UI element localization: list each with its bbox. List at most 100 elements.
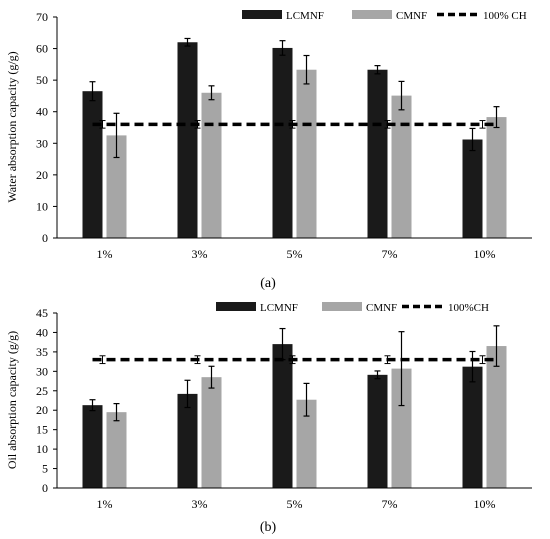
legend-swatch-lcmnf xyxy=(242,10,282,19)
bar-cmnf-10pct xyxy=(486,117,507,238)
error-bar xyxy=(493,106,500,129)
bar-cmnf-5pct xyxy=(296,69,317,238)
y-tick-label: 10 xyxy=(36,199,48,213)
y-tick-label: 60 xyxy=(36,42,48,56)
legend-label-reference: 100%CH xyxy=(448,302,489,314)
legend-swatch-cmnf xyxy=(352,10,392,19)
error-bar xyxy=(184,379,191,409)
reference-error-bar xyxy=(99,355,106,365)
bar-lcmnf-5pct xyxy=(272,344,293,488)
bar-cmnf-7pct xyxy=(391,368,412,488)
bar-lcmnf-3pct xyxy=(177,393,198,488)
caption-a: (a) xyxy=(260,276,276,291)
reference-line-group xyxy=(92,355,497,365)
x-tick-labels: 1% 3% 5% 7% 10% xyxy=(97,247,496,261)
x-tick-label: 7% xyxy=(382,497,398,511)
y-tick-label: 70 xyxy=(36,10,48,24)
bar-cmnf-10pct xyxy=(486,346,507,488)
chart-water-absorption: Water absorption capacity (g/g) 0 10 20 30 4… xyxy=(5,10,532,291)
error-bar xyxy=(374,370,381,380)
legend-label-reference: 100% CH xyxy=(483,10,527,22)
legend-label-cmnf: CMNF xyxy=(396,10,427,22)
bar-lcmnf-1pct xyxy=(82,405,103,488)
reference-error-bar xyxy=(194,355,201,365)
error-bar xyxy=(469,127,476,152)
error-bar xyxy=(303,54,310,85)
y-tick-labels: 0 10 20 30 40 50 60 70 xyxy=(36,10,57,245)
y-tick-label: 20 xyxy=(36,403,48,417)
bar-cmnf-3pct xyxy=(201,92,222,239)
y-tick-label: 10 xyxy=(36,442,48,456)
error-bar xyxy=(113,403,120,422)
error-bar xyxy=(469,350,476,383)
y-tick-label: 50 xyxy=(36,73,48,87)
y-tick-label: 45 xyxy=(36,306,48,320)
y-tick-label: 35 xyxy=(36,345,48,359)
bar-lcmnf-7pct xyxy=(367,69,388,238)
error-bar xyxy=(208,365,215,389)
bar-lcmnf-7pct xyxy=(367,374,388,488)
reference-error-bar xyxy=(289,355,296,365)
error-bar xyxy=(89,399,96,412)
bar-group xyxy=(82,344,507,488)
reference-error-bar xyxy=(384,120,391,129)
bar-cmnf-7pct xyxy=(391,95,412,238)
legend-label-lcmnf: LCMNF xyxy=(260,302,298,314)
bar-lcmnf-1pct xyxy=(82,91,103,238)
caption-b: (b) xyxy=(260,520,277,535)
error-bar xyxy=(303,382,310,417)
reference-error-bar xyxy=(384,355,391,365)
reference-error-bar xyxy=(479,355,486,365)
reference-error-bar xyxy=(194,120,201,129)
reference-line-group xyxy=(92,120,497,129)
error-bar-group xyxy=(89,325,500,422)
error-bar xyxy=(113,112,120,159)
error-bar xyxy=(398,331,405,407)
error-bar xyxy=(279,40,286,56)
y-tick-label: 25 xyxy=(36,384,48,398)
x-tick-label: 10% xyxy=(474,247,496,261)
bar-lcmnf-10pct xyxy=(462,366,483,488)
bar-cmnf-3pct xyxy=(201,377,222,488)
x-tick-label: 7% xyxy=(382,247,398,261)
x-tick-label: 5% xyxy=(287,497,303,511)
x-tick-label: 10% xyxy=(474,497,496,511)
error-bar xyxy=(493,325,500,367)
x-tick-label: 5% xyxy=(287,247,303,261)
bar-lcmnf-3pct xyxy=(177,42,198,238)
x-tick-label: 1% xyxy=(97,497,113,511)
legend: LCMNF CMNF 100%CH xyxy=(216,302,489,314)
y-tick-label: 20 xyxy=(36,168,48,182)
y-tick-label: 40 xyxy=(36,325,48,339)
bar-lcmnf-5pct xyxy=(272,47,293,238)
legend-label-cmnf: CMNF xyxy=(366,302,397,314)
y-tick-label: 15 xyxy=(36,423,48,437)
y-tick-label: 40 xyxy=(36,105,48,119)
error-bar xyxy=(208,85,215,101)
chart-oil-absorption: Oil absorption capacity (g/g) 0 5 10 15 20 25… xyxy=(5,302,532,535)
reference-error-bar xyxy=(99,120,106,129)
bar-group xyxy=(82,42,507,239)
error-bar xyxy=(184,37,191,47)
error-bar xyxy=(398,80,405,111)
bar-cmnf-1pct xyxy=(106,135,127,238)
x-tick-labels: 1% 3% 5% 7% 10% xyxy=(97,497,496,511)
error-bar-group xyxy=(89,37,500,159)
reference-error-bar xyxy=(289,120,296,129)
y-tick-label: 30 xyxy=(36,364,48,378)
legend: LCMNF CMNF 100% CH xyxy=(242,10,527,22)
legend-swatch-cmnf xyxy=(322,302,362,311)
error-bar xyxy=(374,65,381,75)
y-axis-label: Oil absorption capacity (g/g) xyxy=(5,331,19,469)
x-tick-label: 3% xyxy=(192,497,208,511)
y-axis-label: Water absorption capacity (g/g) xyxy=(5,51,19,202)
error-bar xyxy=(89,81,96,102)
y-tick-label: 0 xyxy=(42,231,48,245)
bar-cmnf-5pct xyxy=(296,399,317,488)
legend-swatch-lcmnf xyxy=(216,302,256,311)
bar-cmnf-1pct xyxy=(106,412,127,488)
reference-error-bar xyxy=(479,120,486,129)
legend-label-lcmnf: LCMNF xyxy=(286,10,324,22)
x-tick-label: 3% xyxy=(192,247,208,261)
